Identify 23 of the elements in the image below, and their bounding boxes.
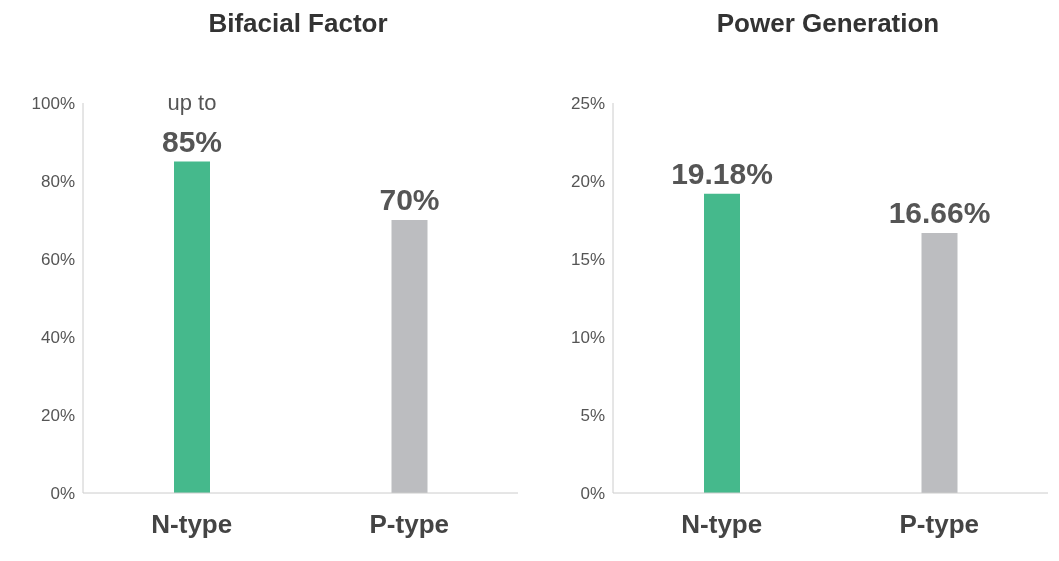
data-label: 70% [379,183,440,216]
y-tick-label: 80% [40,172,75,192]
y-tick-label: 20% [570,172,605,192]
x-tick-label: N-type [681,509,763,540]
y-tick-label: 0% [50,484,75,504]
y-tick-label: 5% [580,406,605,426]
y-tick-label: 100% [31,94,75,114]
y-tick-label: 20% [40,406,75,426]
x-tick-label: P-type [369,509,449,540]
x-tick-label: N-type [151,509,233,540]
data-label: 16.66% [888,196,991,230]
y-tick-label: 15% [570,250,605,270]
chart-title: Bifacial Factor [207,8,389,40]
y-tick-label: 40% [40,328,75,348]
chart-title: Power Generation [715,8,941,40]
annotation: up to [167,89,217,115]
y-tick-label: 0% [580,484,605,504]
y-tick-label: 10% [570,328,605,348]
data-label: 85% [161,124,223,158]
y-tick-label: 25% [570,94,605,114]
data-label: 19.18% [671,156,773,190]
y-tick-label: 60% [40,250,75,270]
x-tick-label: P-type [899,509,979,540]
